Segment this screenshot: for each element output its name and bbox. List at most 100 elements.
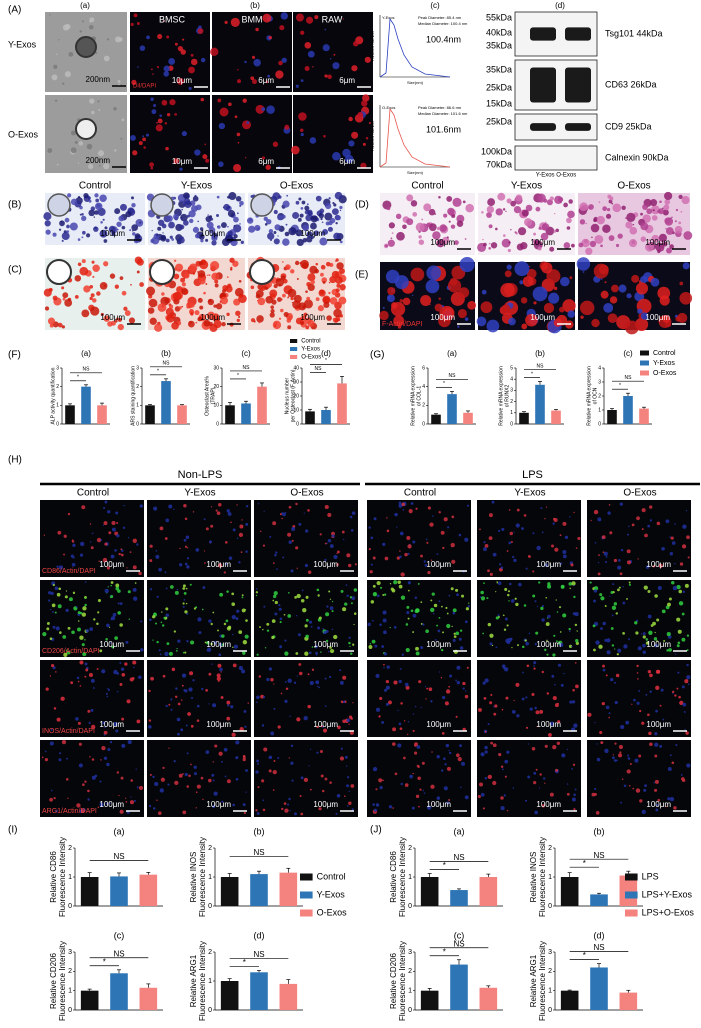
cell (220, 671, 222, 673)
cell (321, 277, 328, 283)
cell (256, 759, 260, 763)
cell (452, 608, 457, 613)
cell (315, 651, 318, 655)
cell (574, 662, 577, 664)
cell (684, 679, 689, 684)
cell (221, 222, 227, 229)
significance-label: NS (113, 949, 124, 958)
cell (431, 802, 433, 804)
significance-label: * (583, 859, 586, 868)
cell (600, 741, 604, 745)
cell (549, 792, 554, 797)
cell (110, 581, 114, 584)
mw-marker: 35kDa (486, 40, 512, 50)
cell (671, 580, 675, 585)
cell (76, 803, 81, 808)
cell (496, 581, 498, 583)
cell (440, 530, 445, 535)
cell (155, 233, 159, 237)
cell (464, 238, 467, 240)
cell (667, 602, 671, 607)
cell (393, 626, 397, 629)
cell (663, 204, 670, 211)
cell (426, 687, 429, 690)
cell (434, 638, 437, 641)
cell (654, 788, 658, 792)
cell (537, 246, 542, 251)
significance-label: NS (449, 373, 457, 379)
cell (440, 677, 443, 679)
cell (418, 235, 422, 239)
cell (410, 502, 414, 505)
micrograph (367, 580, 471, 657)
cell (348, 723, 350, 725)
cell (650, 624, 654, 627)
scale-label: 100μm (99, 560, 124, 569)
cell (268, 755, 273, 760)
cell (170, 708, 173, 711)
cell (587, 712, 592, 717)
cell (111, 520, 116, 526)
micrograph (477, 580, 581, 657)
cell (305, 634, 309, 639)
scale-label: 100μm (646, 640, 671, 649)
cell (332, 62, 340, 70)
cell (284, 681, 287, 683)
cell (66, 224, 70, 229)
y-tick-label: 0 (68, 903, 72, 910)
cell (306, 281, 311, 287)
cell (267, 232, 275, 240)
cell (391, 302, 398, 309)
cell (180, 699, 183, 701)
cell (64, 217, 70, 223)
cell (108, 225, 116, 233)
cell (519, 280, 524, 285)
cell (65, 590, 68, 592)
chart-label: (d) (321, 349, 331, 358)
cell (571, 700, 576, 704)
cell (265, 80, 269, 84)
scale-label: 100μm (430, 238, 455, 247)
cell (208, 274, 211, 277)
cell (328, 197, 331, 200)
cell (121, 743, 126, 748)
cell (250, 76, 255, 81)
cell (257, 503, 260, 505)
cell (105, 802, 108, 805)
legend-label: O-Exos (317, 907, 348, 917)
cell (303, 777, 309, 782)
cell (305, 214, 313, 222)
cell (157, 118, 163, 124)
cell (210, 217, 214, 221)
cell (233, 163, 242, 172)
cell (557, 720, 561, 724)
cell (313, 230, 319, 236)
cell (636, 672, 639, 674)
cell (563, 672, 565, 675)
cell (238, 279, 242, 283)
stain-label: CD86/Actin/DAPI (42, 568, 96, 575)
cell (639, 799, 643, 803)
cell (188, 210, 196, 218)
cell (576, 257, 591, 271)
cell (44, 750, 47, 753)
cell (197, 617, 202, 622)
cell (62, 635, 67, 639)
cell (429, 304, 431, 306)
panel-label: (C) (8, 265, 22, 276)
cell (103, 163, 110, 170)
cell (52, 232, 57, 237)
cell (183, 538, 187, 542)
cell (257, 297, 266, 306)
cell (84, 638, 86, 641)
cell (528, 632, 531, 635)
legend-label: Control (317, 871, 346, 881)
cell (252, 79, 257, 85)
cell (219, 667, 223, 672)
cell (419, 788, 422, 791)
cell (476, 316, 487, 327)
cell (245, 791, 247, 793)
cell (67, 193, 72, 198)
cell (670, 217, 672, 219)
cell (534, 600, 537, 603)
